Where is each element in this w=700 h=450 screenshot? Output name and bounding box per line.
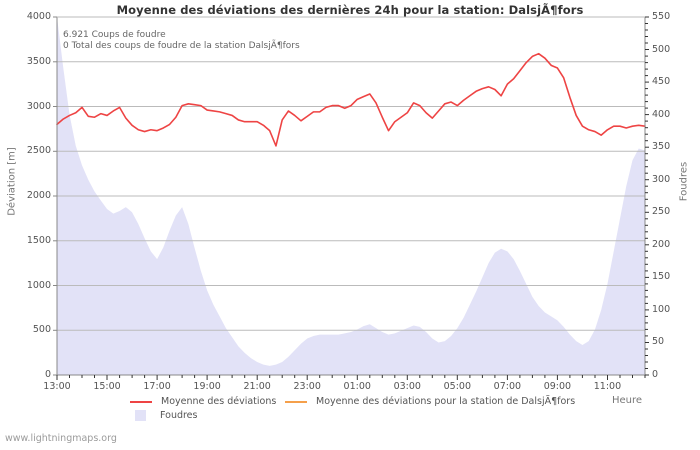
y-axis-right-tick-9: 450 [652,76,671,88]
x-axis-tick-5: 23:00 [293,381,321,392]
y-axis-right-tick-0: 0 [652,369,659,380]
legend-label-strikes: Foudres [160,410,198,421]
y-axis-left-tick-6: 3000 [26,100,51,112]
y-axis-left-tick-2: 1000 [26,279,51,291]
x-axis-tick-0: 13:00 [43,381,71,392]
series-line-0 [56,52,646,147]
chart-title: Moyenne des déviations des dernières 24h… [116,3,584,17]
y-axis-right-tick-5: 250 [652,206,671,218]
y-axis-right-tick-8: 400 [652,108,671,120]
y-axis-left-tick-0: 0 [44,369,51,380]
legend-item-station-deviation: Moyenne des déviations pour la station d… [285,396,575,407]
x-axis-title: Heure [612,395,643,406]
y-axis-left-tick-7: 3500 [26,55,51,67]
y-axis-right-tick-7: 350 [652,141,671,153]
strike-count-annotation: 6.921 Coups de foudre [63,30,166,40]
station-strike-annotation: 0 Total des coups de foudre de la statio… [63,41,300,51]
x-axis-tick-8: 05:00 [443,381,472,392]
y-axis-right-tick-11: 550 [652,11,671,22]
x-axis-tick-2: 17:00 [143,381,171,392]
legend-item-strikes: Foudres [130,410,197,421]
y-axis-right-tick-1: 50 [652,336,665,348]
x-axis-tick-9: 07:00 [493,381,522,392]
y-axis-left-tick-8: 4000 [26,11,51,22]
y-axis-right-tick-2: 100 [652,303,671,315]
y-axis-left-tick-1: 500 [32,324,51,336]
watermark-url: www.lightningmaps.org [5,433,117,444]
y-axis-right-tick-3: 150 [652,271,671,283]
legend-label-deviation: Moyenne des déviations [161,396,277,407]
legend-line-marker-deviation [130,400,152,403]
x-axis-tick-7: 03:00 [393,381,421,392]
x-axis-tick-11: 11:00 [593,381,622,392]
legend-line-marker-station [285,400,307,403]
y-axis-right-tick-4: 200 [652,238,671,250]
x-axis-tick-6: 01:00 [343,381,371,392]
y-axis-left-tick-3: 1500 [26,234,51,246]
y-axis-left-tick-5: 2500 [26,145,51,157]
y-axis-right-tick-10: 500 [652,43,671,55]
legend-label-station-deviation: Moyenne des déviations pour la station d… [316,396,576,407]
legend-area-marker-strikes [135,410,146,421]
y-axis-left-tick-4: 2000 [26,190,51,201]
x-axis-tick-3: 19:00 [193,381,221,392]
x-axis-tick-4: 21:00 [243,381,271,392]
x-axis-tick-10: 09:00 [543,381,572,392]
y-axis-right-tick-6: 300 [652,173,671,185]
legend-item-deviation: Moyenne des déviations [130,396,276,407]
x-axis-tick-1: 15:00 [93,381,121,392]
